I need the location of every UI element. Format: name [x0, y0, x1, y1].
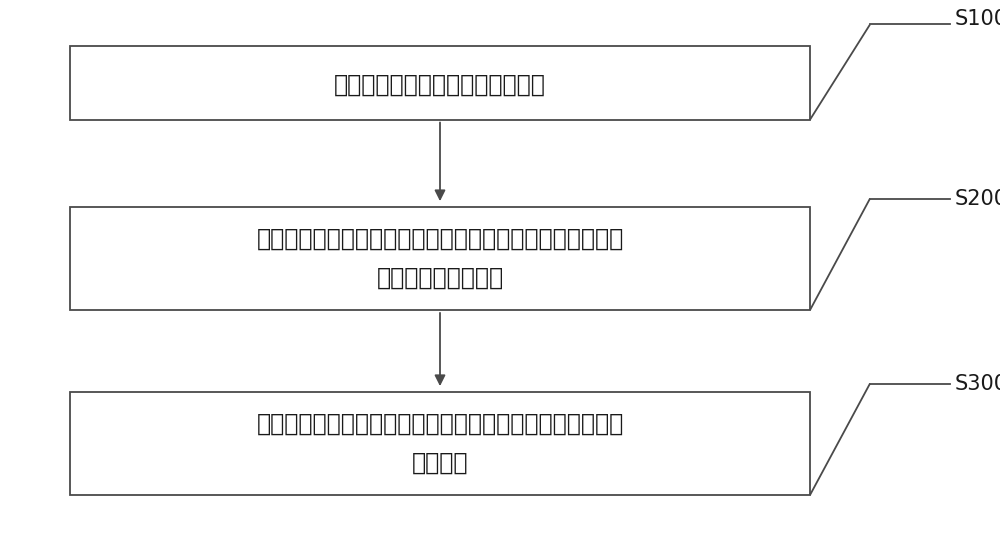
Text: S200: S200: [955, 189, 1000, 208]
Text: S300: S300: [955, 374, 1000, 393]
Text: S100: S100: [955, 9, 1000, 29]
Text: 对额头区域内的若干个温度点的温度进行统计分析后，生成
人的额温: 对额头区域内的若干个温度点的温度进行统计分析后，生成 人的额温: [256, 412, 624, 475]
Text: 获取人脸图像，根据人脸解析模型对人脸图像进行识别后获
取人脸中的额头区域: 获取人脸图像，根据人脸解析模型对人脸图像进行识别后获 取人脸中的额头区域: [256, 227, 624, 290]
Text: 预先根据数据集生成人脸解析模型: 预先根据数据集生成人脸解析模型: [334, 72, 546, 96]
Bar: [70, 392, 810, 495]
Bar: [70, 207, 810, 310]
Bar: [70, 46, 810, 120]
